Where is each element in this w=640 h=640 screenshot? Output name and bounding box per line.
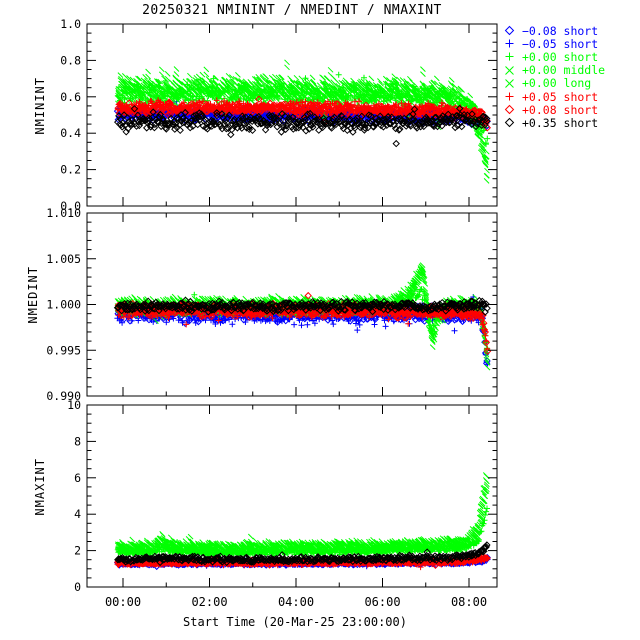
series-points--0-35-short xyxy=(113,296,491,316)
y-tick-label: 1.0 xyxy=(60,17,81,31)
diamond-symbol-icon xyxy=(504,118,515,128)
x-ticks xyxy=(122,405,470,587)
legend-item: +0.00 short xyxy=(503,49,605,64)
x-tick-label: 06:00 xyxy=(364,595,400,609)
y-ticks xyxy=(87,404,497,588)
chart-title: 20250321 NMININT / NMEDINT / NMAXINT xyxy=(142,3,442,18)
x-symbol-icon xyxy=(505,78,514,88)
x-tick-label: 04:00 xyxy=(278,595,314,609)
legend-item: +0.08 short xyxy=(503,102,605,117)
y-tick-label: 0.0 xyxy=(60,199,81,213)
legend-label: +0.00 middle xyxy=(522,63,606,78)
series-points--0-00-long xyxy=(114,472,490,562)
y-ticks xyxy=(87,212,497,397)
series-points--0-00-long xyxy=(115,59,490,184)
legend-item: −0.05 short xyxy=(503,36,605,51)
legend-item: +0.00 long xyxy=(503,76,605,91)
y-tick-label: 0.995 xyxy=(46,343,81,357)
series-points--0-35-short xyxy=(114,541,491,567)
legend: −0.08 short −0.05 short +0.00 short +0.00 m… xyxy=(503,24,605,130)
y-tick-label: 1.005 xyxy=(46,252,81,266)
y-axis-label-nmaxint: NMAXINT xyxy=(33,458,47,516)
panel-nminint: 0.0 0.2 0.4 0.6 0.8 1.0 xyxy=(60,17,498,213)
y-tick-label: 6 xyxy=(74,471,81,485)
y-ticks xyxy=(87,23,497,207)
y-tick-label: 1.010 xyxy=(46,206,81,220)
y-tick-label: 0 xyxy=(74,580,81,594)
y-axis-label-nmedint: NMEDINT xyxy=(26,266,40,324)
y-tick-label: 0.2 xyxy=(60,163,81,177)
legend-label: −0.05 short xyxy=(522,36,599,51)
plus-symbol-icon xyxy=(505,52,514,61)
x-tick-label: 08:00 xyxy=(451,595,487,609)
legend-item: +0.05 short xyxy=(503,89,605,104)
legend-label: +0.08 short xyxy=(522,102,599,117)
y-tick-label: 0.6 xyxy=(60,90,81,104)
x-axis-label: Start Time (20-Mar-25 23:00:00) xyxy=(183,615,407,629)
legend-label: +0.35 short xyxy=(522,115,599,130)
legend-label: +0.00 short xyxy=(522,49,599,64)
legend-item: −0.08 short xyxy=(503,23,605,38)
panel-nmedint: 0.990 0.995 1.000 1.005 1.010 xyxy=(46,206,498,403)
series-points--0-35-short xyxy=(113,104,491,148)
x-tick-label: 00:00 xyxy=(105,595,141,609)
x-tick-label: 02:00 xyxy=(191,595,227,609)
diamond-symbol-icon xyxy=(504,25,515,36)
x-symbol-icon xyxy=(505,65,514,75)
y-tick-label: 10 xyxy=(67,398,81,412)
legend-item: +0.35 short xyxy=(503,115,605,130)
y-tick-label: 4 xyxy=(74,507,81,521)
x-ticks xyxy=(122,213,470,396)
y-tick-label: 2 xyxy=(74,544,81,558)
legend-label: −0.08 short xyxy=(522,23,599,38)
y-tick-label: 0.990 xyxy=(46,389,81,403)
y-axis-label-nminint: NMININT xyxy=(33,77,47,135)
legend-label: +0.00 long xyxy=(522,76,592,91)
legend-label: +0.05 short xyxy=(522,89,599,104)
x-ticks xyxy=(122,24,470,206)
plus-symbol-icon xyxy=(505,39,514,48)
legend-item: +0.00 middle xyxy=(503,63,606,78)
plus-symbol-icon xyxy=(505,92,514,101)
y-tick-label: 0.4 xyxy=(60,126,81,140)
y-tick-label: 0.8 xyxy=(60,53,81,67)
panel-nmaxint: 0 2 4 6 8 10 00:00 02:00 04:00 06:00 08:00 xyxy=(67,398,498,609)
diamond-symbol-icon xyxy=(504,105,515,115)
y-tick-label: 1.000 xyxy=(46,298,81,312)
series-points--0-08-short xyxy=(114,552,491,570)
y-tick-label: 8 xyxy=(74,434,81,448)
